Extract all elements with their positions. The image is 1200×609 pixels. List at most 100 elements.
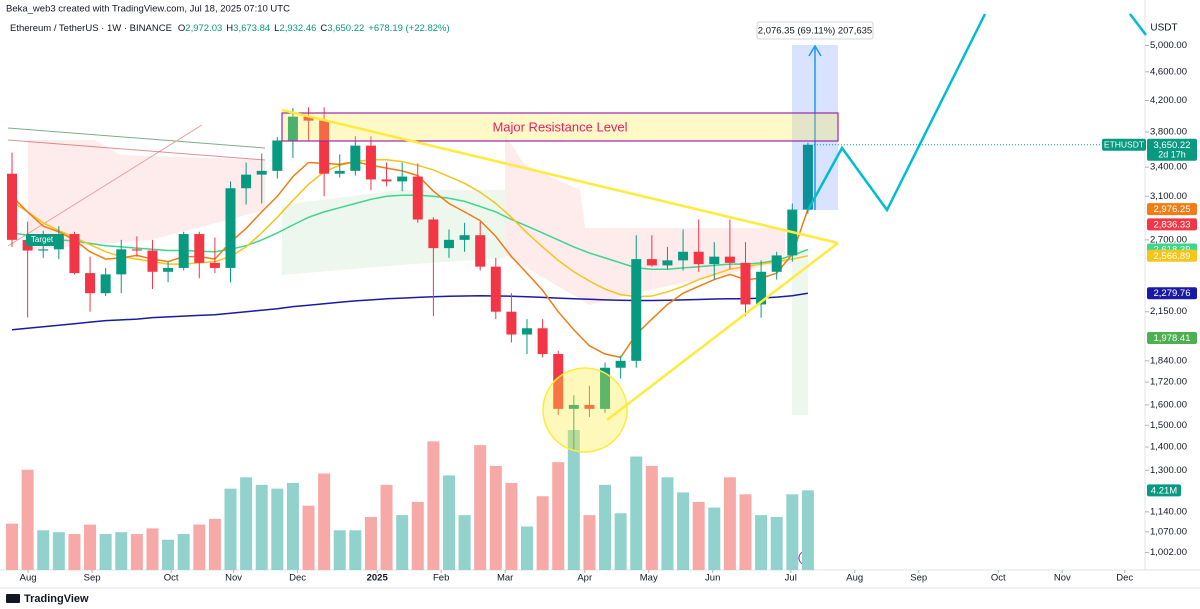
symbol-tag-box bbox=[1102, 138, 1146, 151]
x-tick-label: Dec bbox=[1116, 573, 1133, 584]
highlight-circle bbox=[542, 367, 628, 453]
volume-bar bbox=[162, 539, 175, 570]
x-tick-label: Jun bbox=[705, 573, 720, 584]
candle-body bbox=[693, 251, 704, 265]
candle-body bbox=[537, 328, 548, 355]
countdown: 2d 17h bbox=[1158, 150, 1186, 160]
candle-body bbox=[412, 176, 423, 220]
volume-bar bbox=[489, 465, 502, 570]
candle-body bbox=[334, 170, 345, 174]
candle-body bbox=[131, 249, 142, 251]
currency: USDT bbox=[1150, 23, 1177, 34]
ma-tag-box bbox=[1147, 287, 1197, 300]
level-tag: 1,978.41 bbox=[1154, 333, 1191, 344]
x-tick-label: Sep bbox=[910, 573, 927, 584]
candle-body bbox=[319, 120, 330, 174]
brand: TradingView bbox=[24, 593, 89, 605]
candle-body bbox=[69, 234, 80, 274]
open-letter: O bbox=[178, 23, 185, 34]
volume-tag: 4.21M bbox=[1151, 485, 1177, 496]
candle-body bbox=[163, 267, 174, 272]
x-tick-label: Nov bbox=[225, 573, 242, 584]
volume-bar bbox=[224, 488, 237, 570]
ma-tag-box bbox=[1147, 203, 1197, 216]
ohlc-header: Ethereum / TetherUS · 1W · BINANCE O2,972… bbox=[10, 23, 450, 34]
ma-line bbox=[11, 292, 809, 331]
candle-body bbox=[724, 256, 735, 263]
volume-bar bbox=[349, 530, 362, 570]
volume-bar bbox=[442, 475, 455, 570]
candle-body bbox=[553, 354, 564, 409]
volume-bar bbox=[645, 465, 658, 570]
candle-body bbox=[116, 249, 127, 275]
open-value: 2,972.03 bbox=[185, 23, 222, 34]
symbol-tag: ETHUSDT bbox=[1104, 139, 1144, 149]
candle-body bbox=[506, 311, 517, 335]
candle-body bbox=[490, 266, 501, 312]
low-value: 2,932.46 bbox=[279, 23, 316, 34]
ma-line bbox=[11, 159, 809, 298]
volume-bar bbox=[271, 488, 284, 570]
candle-body bbox=[100, 274, 111, 294]
candle-body bbox=[147, 250, 158, 272]
y-tick-label: 1,002.00 bbox=[1150, 547, 1187, 558]
candle-body bbox=[365, 145, 376, 180]
candle-body bbox=[584, 404, 595, 409]
volume-bar bbox=[801, 490, 814, 570]
x-tick-label: May bbox=[640, 573, 658, 584]
volume-bar bbox=[567, 430, 580, 570]
volume-bar bbox=[521, 526, 534, 570]
volume-bar bbox=[208, 518, 221, 570]
triangle-line bbox=[281, 108, 839, 245]
y-tick-label: 1,140.00 bbox=[1150, 506, 1187, 517]
volume-bar bbox=[583, 515, 596, 570]
volume-bar bbox=[318, 473, 331, 570]
y-tick-label: 1,400.00 bbox=[1150, 442, 1187, 453]
volume-bar bbox=[630, 456, 643, 570]
volume-bar bbox=[333, 530, 346, 570]
candle-body bbox=[7, 173, 18, 240]
candle-body bbox=[662, 260, 673, 266]
volume-bar bbox=[427, 441, 440, 570]
candle-body bbox=[303, 116, 314, 121]
volume-bar bbox=[599, 484, 612, 570]
candle-body bbox=[272, 140, 283, 171]
high-value: 3,673.84 bbox=[233, 23, 270, 34]
trend-line bbox=[7, 139, 266, 161]
candle-body bbox=[178, 234, 189, 268]
measure-label-box bbox=[756, 21, 874, 40]
y-tick-label: 1,720.00 bbox=[1150, 377, 1187, 388]
candle-body bbox=[225, 188, 236, 268]
y-tick-label: 4,200.00 bbox=[1150, 95, 1187, 106]
y-tick-label: 1,070.00 bbox=[1150, 526, 1187, 537]
measure-arrowhead bbox=[808, 44, 822, 57]
low-letter: L bbox=[274, 23, 279, 34]
y-tick-label: 1,600.00 bbox=[1150, 399, 1187, 410]
candle-body bbox=[459, 235, 470, 240]
candle-body bbox=[615, 360, 626, 368]
candle-body bbox=[38, 249, 49, 251]
credit: Beka_web3 created with TradingView.com, … bbox=[6, 4, 290, 15]
ma-tag-box bbox=[1147, 249, 1197, 262]
triangle-line bbox=[606, 242, 839, 421]
x-tick-label: Aug bbox=[20, 573, 37, 584]
y-tick-label: 3,800.00 bbox=[1150, 127, 1187, 138]
volume-bar bbox=[99, 534, 112, 570]
volume-bar bbox=[708, 507, 721, 570]
resistance-label: Major Resistance Level bbox=[492, 119, 627, 134]
cloud-red bbox=[28, 140, 265, 250]
symbol: Ethereum / TetherUS · 1W · BINANCE bbox=[10, 23, 172, 34]
high-letter: H bbox=[226, 23, 233, 34]
ma-line bbox=[11, 194, 809, 270]
y-tick-label: 2,700.00 bbox=[1150, 234, 1187, 245]
candle-body bbox=[350, 145, 361, 171]
volume-bar bbox=[614, 513, 627, 570]
candle-body bbox=[771, 255, 782, 272]
volume-bar bbox=[474, 445, 487, 570]
candle-body bbox=[287, 116, 298, 141]
trend-line bbox=[7, 127, 266, 149]
volume-bar bbox=[115, 532, 128, 570]
volume-bar bbox=[677, 492, 690, 570]
x-tick-label: Apr bbox=[577, 573, 592, 584]
